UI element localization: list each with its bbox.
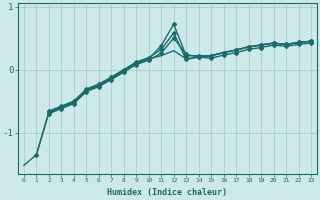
X-axis label: Humidex (Indice chaleur): Humidex (Indice chaleur) [108,188,228,197]
